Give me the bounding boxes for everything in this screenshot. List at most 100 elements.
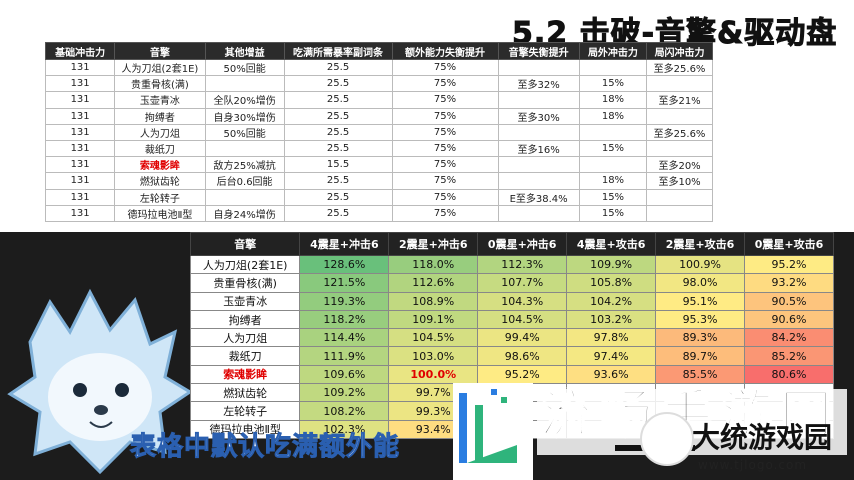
table-cell: 敌方25%减抗 [204, 156, 285, 174]
row-name-cell: 人为刀俎(2套1E) [189, 254, 301, 275]
header-cell: 0震星+冲击6 [477, 232, 568, 256]
table-row: 131 拘缚者 自身30%增伤 25.5 75% 至多30% 18% [44, 107, 713, 125]
value-cell: 104.5% [477, 309, 568, 330]
table-cell [646, 139, 713, 158]
table-cell: 全队20%增伤 [204, 91, 285, 109]
value-cell: 103.2% [566, 309, 657, 330]
table-cell: 75% [391, 75, 499, 93]
value-cell: 112.3% [477, 254, 568, 275]
row-name-cell: 玉壶青冰 [189, 291, 301, 311]
table-cell: 131 [44, 123, 116, 141]
table-cell [578, 156, 648, 174]
table-row: 131 人为刀俎(2套1E) 50%回能 25.5 75% 至多25.6% [44, 58, 713, 77]
value-cell: 95.1% [655, 291, 745, 311]
row-name-cell: 人为刀俎 [189, 328, 301, 348]
value-cell: 108.9% [388, 291, 479, 311]
table-cell: 至多30% [497, 107, 580, 125]
table-cell: 18% [578, 91, 648, 109]
value-cell: 103.0% [388, 346, 479, 366]
value-cell: 107.7% [477, 273, 568, 293]
table-cell: 25.5 [283, 58, 393, 77]
table-cell [497, 123, 580, 141]
value-cell: 98.6% [477, 346, 568, 366]
row-name-cell: 德玛拉电池Ⅱ型 [189, 419, 301, 439]
table-cell: 18% [578, 172, 648, 190]
table-cell [646, 75, 713, 93]
value-cell: 121.5% [299, 273, 390, 293]
table-row: 人为刀俎 114.4% 104.5% 99.4% 97.8% 89.3% 84.2% [189, 328, 834, 348]
value-cell: 109.9% [566, 254, 657, 275]
table-row: 人为刀俎(2套1E) 128.6% 118.0% 112.3% 109.9% 100.9%… [189, 254, 834, 275]
value-cell: 109.1% [388, 309, 479, 330]
table-row: 131 裁纸刀 25.5 75% 至多16% 15% [44, 139, 713, 158]
table-cell [204, 139, 285, 158]
header-cell: 其他增益 [204, 42, 285, 60]
table-cell: 75% [391, 204, 499, 222]
value-cell: 109.6% [299, 364, 390, 385]
value-cell: 80.6% [744, 364, 834, 385]
value-cell: 95.2% [477, 364, 568, 385]
row-name-cell: 左轮转子 [189, 401, 301, 421]
table-cell: 75% [391, 139, 499, 158]
value-cell: 128.6% [299, 254, 390, 275]
value-cell: 119.3% [299, 291, 390, 311]
value-cell: 95.2% [744, 254, 834, 275]
table-cell: 15% [578, 204, 648, 222]
table-cell: 至多16% [497, 139, 580, 158]
table-cell: 131 [44, 204, 116, 222]
table-cell: 75% [391, 91, 499, 109]
row-name-cell: 索魂影眸 [189, 364, 301, 385]
value-cell: 89.3% [655, 328, 745, 348]
value-cell: 97.8% [566, 328, 657, 348]
table-cell: 75% [391, 123, 499, 141]
table-cell: 75% [391, 172, 499, 190]
table-cell [646, 204, 713, 222]
table-cell: 25.5 [283, 139, 393, 158]
site-logo-icon [640, 412, 694, 466]
subtitle-caption: 表格中默认吃满额外能 [129, 432, 401, 463]
value-cell: 90.5% [744, 291, 834, 311]
table-cell [646, 188, 713, 206]
table-cell: 裁纸刀 [114, 139, 206, 158]
value-cell: 111.9% [299, 346, 390, 366]
value-cell: 85.2% [744, 346, 834, 366]
table-cell: 131 [44, 139, 116, 158]
watermark-logo-icon [453, 383, 847, 480]
header-cell: 音擎 [189, 232, 301, 256]
watermark-url: www.tjlogo.com [698, 458, 808, 472]
table-row: 索魂影眸 109.6% 100.0% 95.2% 93.6% 85.5% 80.6% [189, 364, 834, 385]
table-cell: 自身30%增伤 [204, 107, 285, 125]
table-row: 裁纸刀 111.9% 103.0% 98.6% 97.4% 89.7% 85.2% [189, 346, 834, 366]
table-cell: 至多32% [497, 75, 580, 93]
table-cell [578, 58, 648, 77]
table-cell [497, 156, 580, 174]
table-cell: 15% [578, 139, 648, 158]
bottom-table-header-row: 音擎 4震星+冲击6 2震星+冲击6 0震星+冲击6 4震星+攻击6 2震星+攻击6 0震星… [189, 232, 834, 256]
table-cell: 德玛拉电池Ⅱ型 [114, 204, 206, 222]
table-cell: 索魂影眸 [114, 156, 206, 174]
table-cell: 至多21% [646, 91, 713, 109]
table-cell [497, 204, 580, 222]
table-cell: 15% [578, 75, 648, 93]
table-cell: 131 [44, 58, 116, 77]
table-row: 拘缚者 118.2% 109.1% 104.5% 103.2% 95.3% 90.6% [189, 309, 834, 330]
row-name-cell: 裁纸刀 [189, 346, 301, 366]
table-cell: 25.5 [283, 172, 393, 190]
row-name-cell: 拘缚者 [189, 309, 301, 330]
table-cell: 玉壶青冰 [114, 91, 206, 109]
value-cell: 108.2% [299, 401, 390, 421]
table-cell [497, 172, 580, 190]
table-row: 玉壶青冰 119.3% 108.9% 104.3% 104.2% 95.1% 90.5% [189, 291, 834, 311]
table-cell: E至多38.4% [497, 188, 580, 206]
table-row: 131 德玛拉电池Ⅱ型 自身24%增伤 25.5 75% 15% [44, 204, 713, 222]
header-cell: 局外冲击力 [578, 42, 648, 60]
table-cell: 50%回能 [204, 58, 285, 77]
table-cell [204, 75, 285, 93]
table-row: 131 贵重骨核(满) 25.5 75% 至多32% 15% [44, 75, 713, 93]
value-cell: 95.3% [655, 309, 745, 330]
row-name-cell: 贵重骨核(满) [189, 273, 301, 293]
table-cell: 贵重骨核(满) [114, 75, 206, 93]
header-cell: 额外能力失衡提升 [391, 42, 499, 60]
header-cell: 基础冲击力 [44, 42, 116, 60]
table-cell: 75% [391, 107, 499, 125]
